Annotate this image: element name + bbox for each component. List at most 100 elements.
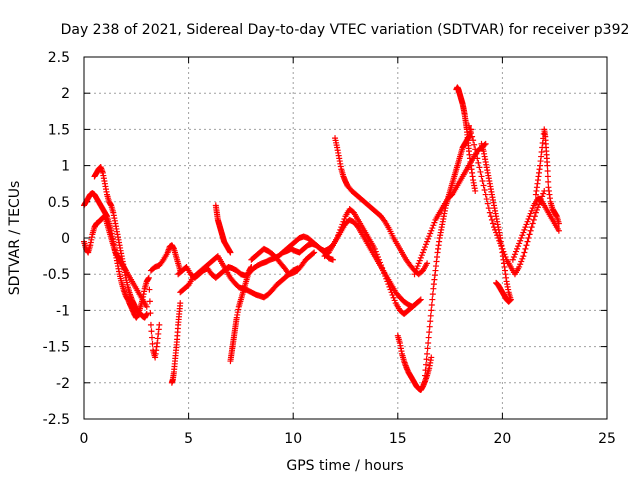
data-point [381, 270, 388, 277]
data-point [472, 146, 479, 153]
data-point [408, 304, 415, 311]
series-arc14 [394, 332, 435, 394]
data-point [311, 249, 318, 256]
plot-frame [83, 56, 608, 420]
data-point [472, 187, 479, 194]
data-point [147, 310, 154, 317]
data-point [248, 263, 255, 270]
data-point [525, 215, 532, 222]
data-point [488, 216, 495, 223]
data-point [487, 213, 494, 220]
data-point [409, 303, 416, 310]
x-tick-label: 15 [389, 431, 407, 447]
data-point [544, 162, 551, 169]
series-arc10 [248, 245, 318, 278]
data-point [519, 232, 526, 239]
y-tick-label: -0.5 [43, 267, 70, 283]
data-point [377, 259, 384, 266]
data-point [522, 245, 529, 252]
data-point [520, 229, 527, 236]
data-point [340, 218, 347, 225]
y-tick-label: 1.5 [48, 122, 70, 138]
data-point [380, 267, 387, 274]
data-point [429, 225, 436, 232]
y-tick-label: -1 [56, 303, 70, 319]
y-tick-label: -2 [56, 376, 70, 392]
y-tick-label: 2.5 [48, 50, 70, 66]
data-point [477, 168, 484, 175]
series-arc20 [493, 279, 514, 305]
data-point [520, 253, 527, 260]
y-tick-label: 0.5 [48, 195, 70, 211]
data-point [429, 291, 436, 298]
data-point [425, 339, 432, 346]
data-point [388, 289, 395, 296]
data-point [529, 220, 536, 227]
data-point [424, 345, 431, 352]
data-point [544, 168, 551, 175]
data-point [534, 204, 541, 211]
data-point [485, 205, 492, 212]
data-point [526, 213, 533, 220]
x-tick-label: 0 [80, 431, 89, 447]
data-point [518, 235, 525, 241]
data-point [517, 237, 524, 244]
data-point [523, 242, 530, 249]
data-point [427, 230, 434, 237]
x-tick-label: 5 [184, 431, 193, 447]
data-point [336, 229, 343, 236]
data-point [516, 263, 523, 270]
data-point [417, 296, 424, 303]
series-arc3 [91, 164, 150, 321]
y-tick-label: 1 [61, 159, 70, 175]
data-point [428, 354, 435, 361]
data-point [423, 361, 430, 368]
data-point [424, 260, 431, 267]
data-point [510, 254, 517, 261]
data-point [480, 182, 487, 189]
y-tick-labels: -2.5 -2 -1.5 -1 -0.5 0 0.5 1 1.5 2 2.5 [43, 50, 70, 428]
series-arc5 [168, 300, 184, 386]
data-point [531, 213, 538, 220]
data-point [476, 164, 483, 171]
data-point [426, 233, 433, 240]
data-point [486, 209, 493, 216]
data-point [423, 356, 430, 363]
data-points [81, 84, 562, 394]
series-arc2 [81, 213, 150, 310]
data-point [430, 222, 437, 229]
y-tick-label: 0 [61, 231, 70, 247]
data-point [385, 281, 392, 288]
data-point [391, 297, 398, 304]
data-point [465, 122, 472, 129]
data-point [481, 187, 488, 194]
data-point [383, 275, 390, 282]
data-point [475, 159, 482, 166]
series-arc17 [453, 84, 479, 194]
data-point [148, 328, 155, 335]
data-point [386, 283, 393, 290]
series-arc21 [532, 126, 562, 227]
data-point [425, 235, 432, 242]
data-point [149, 340, 156, 347]
data-point [516, 240, 523, 247]
data-point [515, 243, 522, 250]
data-point [529, 205, 536, 212]
data-point [523, 221, 530, 228]
data-point [466, 126, 473, 133]
data-point [424, 350, 431, 357]
data-point [539, 193, 546, 200]
data-point [521, 249, 528, 256]
chart-title: Day 238 of 2021, Sidereal Day-to-day VTE… [61, 22, 630, 38]
data-point [426, 323, 433, 330]
y-tick-label: -1.5 [43, 340, 70, 356]
data-point [335, 232, 342, 239]
x-axis-title: GPS time / hours [286, 458, 403, 474]
data-point [389, 292, 396, 299]
data-point [156, 321, 163, 328]
data-point [540, 190, 547, 197]
data-point [474, 155, 481, 162]
series-arc9 [227, 263, 255, 365]
y-axis-title: SDTVAR / TECUs [7, 181, 23, 296]
